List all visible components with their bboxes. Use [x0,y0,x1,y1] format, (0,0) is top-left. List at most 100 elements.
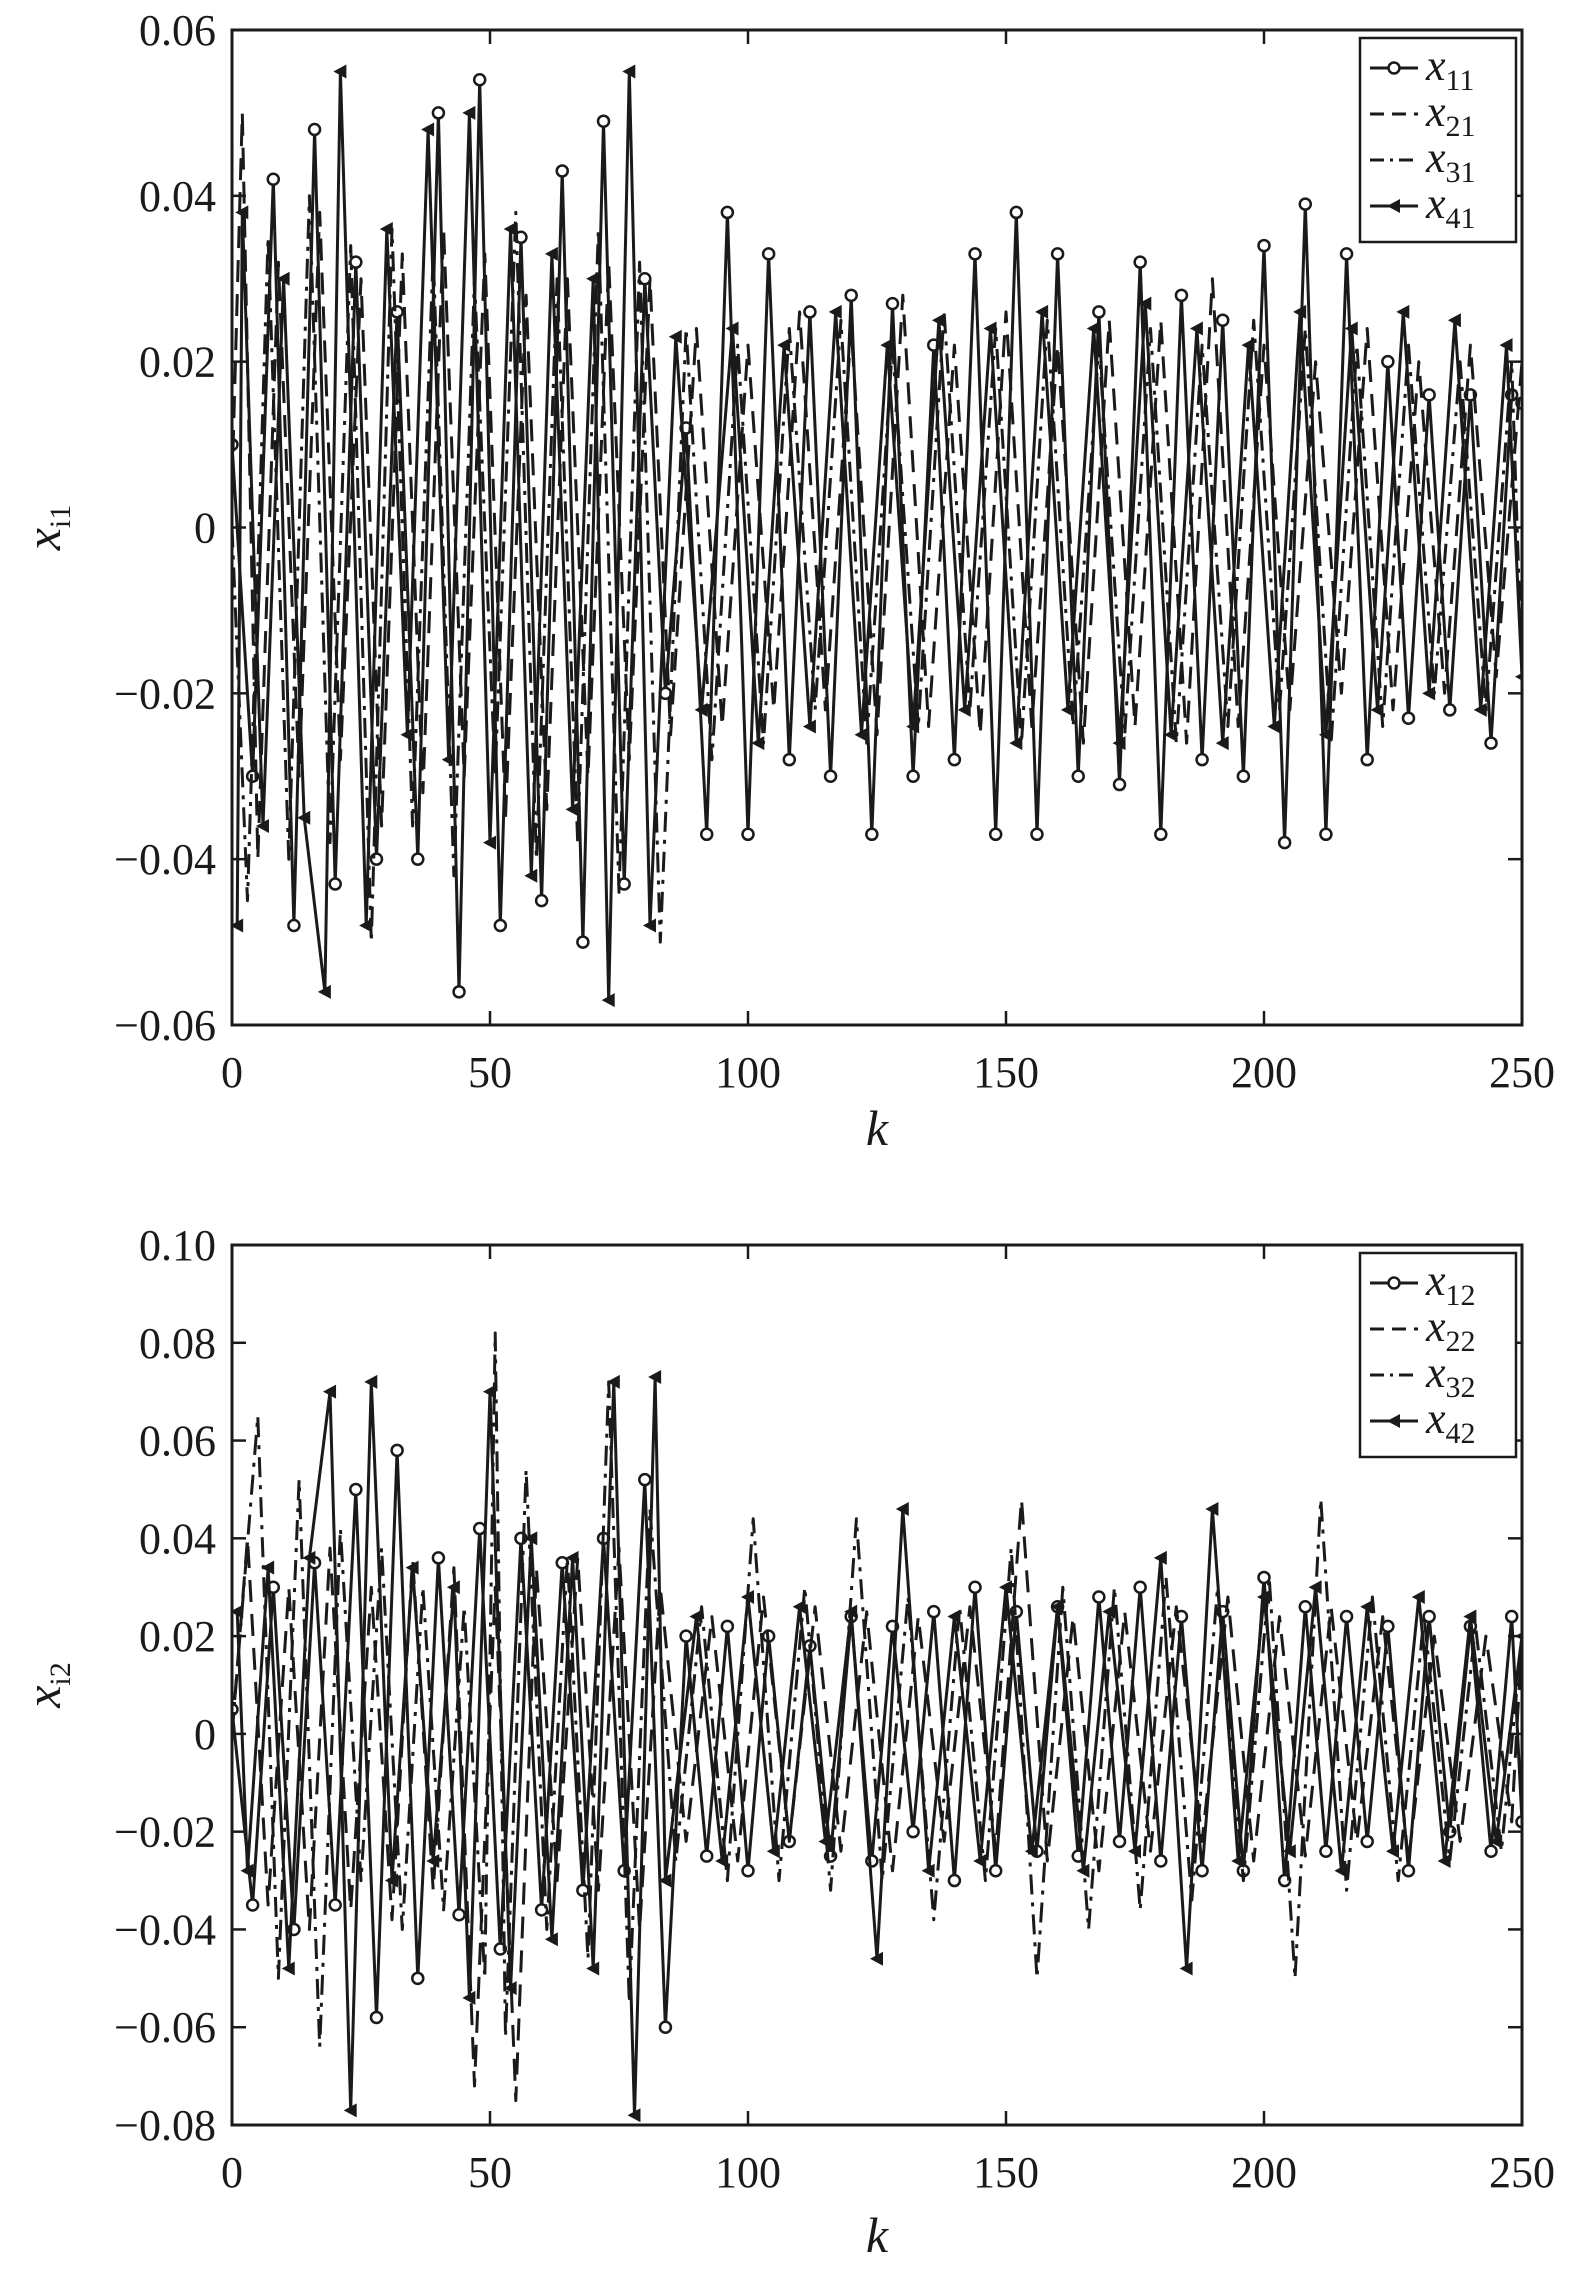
y-tick-label: 0 [194,1710,216,1759]
data-point-x11 [493,918,508,933]
data-point-x42 [1308,1580,1322,1595]
x-axis-label: k [866,2207,889,2263]
series-layer [232,1331,1522,2123]
data-point-x41 [297,810,311,825]
data-point-x41 [1370,702,1384,717]
data-point-x11 [452,985,466,999]
data-point-x11 [1298,197,1313,211]
data-point-x12 [906,1824,920,1839]
data-point-x42 [947,1609,961,1624]
data-point-x41 [1447,313,1461,328]
data-point-x41 [524,868,538,883]
data-point-x41 [1138,296,1152,311]
legend-entry: x31 [1425,133,1476,189]
data-point-x11 [638,272,652,286]
data-point-x11 [741,827,755,842]
data-point-x41 [1164,727,1178,742]
data-point-x11 [1422,388,1436,402]
data-point-x12 [411,1971,425,1986]
data-point-x11 [349,255,363,269]
data-point-x12 [1133,1580,1147,1594]
x-tick-label: 50 [468,1048,512,1097]
data-point-x11 [287,918,301,933]
data-point-x11 [906,769,920,783]
series-x31 [232,194,1522,944]
y-tick-label: −0.06 [114,2003,216,2052]
data-point-x42 [921,1863,935,1878]
data-point-x42 [648,1370,662,1384]
series-x32 [232,1331,1522,2049]
data-point-x12 [328,1898,342,1912]
series-x41 [232,64,1522,1008]
data-point-x11 [1174,288,1189,303]
legend-entry: x11 [1425,41,1474,97]
data-point-x42 [1257,1590,1270,1604]
data-point-x12 [947,1873,962,1888]
x-tick-label: 200 [1231,1048,1297,1097]
data-point-x41 [777,338,791,353]
data-point-x41 [276,271,290,286]
data-point-x42 [1489,1834,1503,1849]
data-point-x42 [483,1384,496,1399]
data-point-x11 [1236,769,1251,783]
data-point-x42 [524,1531,538,1546]
data-point-x41 [235,205,249,220]
data-point-x41 [503,222,517,236]
data-point-x42 [1437,1854,1451,1868]
data-point-x41 [379,222,393,236]
data-point-x41 [725,321,739,336]
x-tick-label: 250 [1489,2148,1555,2197]
data-point-x42 [1231,1854,1245,1868]
y-axis-label: xi2 [15,1662,77,1709]
data-point-x12 [638,1472,652,1487]
data-point-x12 [576,1883,590,1898]
data-point-x42 [343,2103,357,2118]
data-point-x11 [1381,354,1395,369]
data-point-x42 [1205,1502,1219,1516]
data-point-x41 [1060,702,1074,717]
data-point-x41 [1344,321,1358,336]
x-tick-label: 100 [715,1048,781,1097]
legend-box [1358,1251,1518,1459]
data-point-x12 [1112,1834,1127,1849]
chart-panel-top: 0 50 100 150 200 250 −0.06 −0.04 −0.02 0 0.02 0.04 0… [15,6,1555,1156]
data-point-x42 [1282,1844,1296,1859]
data-point-x11 [1112,777,1127,792]
data-point-x41 [565,802,579,817]
data-point-x41 [668,329,682,344]
data-point-x41 [1318,727,1332,742]
data-point-x42 [741,1590,754,1604]
data-point-x11 [1484,736,1498,750]
data-point-x42 [261,1560,275,1575]
data-point-x42 [1128,1844,1141,1859]
data-point-x41 [1086,321,1100,336]
y-tick-label: −0.06 [114,1001,216,1050]
data-point-x42 [792,1599,806,1614]
legend-entry: x41 [1425,179,1476,235]
data-point-x42 [503,1981,517,1996]
x-tick-label: 150 [973,2148,1039,2197]
data-point-x11 [1009,205,1024,220]
data-point-x41 [359,918,373,933]
data-point-x41 [1267,719,1281,734]
data-point-x42 [281,1961,295,1976]
legend-marker [1387,1414,1400,1428]
x-tick-label: 250 [1489,1048,1555,1097]
data-point-x41 [828,304,842,319]
series-line-x42 [235,1375,1522,2117]
data-point-x11 [1050,247,1065,261]
data-point-x11 [576,935,590,949]
data-point-x41 [333,64,347,79]
data-point-x11 [968,247,982,261]
data-point-x11 [1154,827,1168,842]
data-point-x12 [699,1849,714,1863]
data-point-x11 [534,893,549,908]
data-point-x11 [720,205,735,220]
data-point-x42 [565,1550,579,1565]
data-point-x42 [1360,1599,1374,1614]
data-point-x12 [679,1629,693,1643]
x-tick-label: 100 [715,2148,781,2197]
data-point-x41 [1499,338,1513,353]
data-point-x41 [232,918,244,933]
x-tick-label: 50 [468,2148,512,2197]
